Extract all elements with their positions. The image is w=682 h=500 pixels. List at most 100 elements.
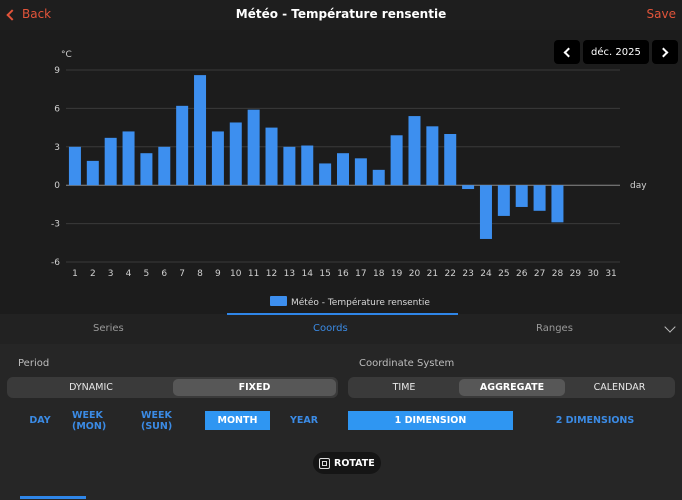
top-bar: Back Météo - Température rensentie Save (0, 0, 682, 30)
bar-day-11 (247, 109, 260, 186)
bar-day-3 (104, 137, 117, 186)
bar-day-5 (140, 153, 153, 186)
x-tick-label: 23 (462, 269, 473, 279)
chevron-right-icon (658, 47, 669, 57)
next-month-button[interactable] (651, 40, 678, 64)
period-dynamic-option[interactable]: DYNAMIC (69, 382, 113, 393)
x-tick-label: 6 (161, 269, 167, 279)
period-fixed-option[interactable]: FIXED (173, 379, 336, 396)
page-title: Météo - Température rensentie (235, 7, 447, 21)
bar-day-12 (265, 127, 278, 186)
bar-day-10 (229, 122, 242, 186)
x-tick-label: 21 (427, 269, 438, 279)
date-navigator: déc. 2025 (554, 40, 678, 64)
y-axis-label: °C (61, 50, 72, 60)
bar-day-6 (158, 146, 171, 186)
back-button[interactable]: Back (6, 7, 52, 21)
two-dimensions-button[interactable]: 2 DIMENSIONS (555, 415, 635, 426)
chart-area: 9 6 3 0 -3 -6 °C day 1 2 3 4 5 6 7 8 9 10 11 12 13 14 15 16 17 18… (0, 30, 682, 314)
period-label: Period (18, 358, 50, 369)
coord-time-option[interactable]: TIME (392, 382, 416, 393)
x-tick-label: 8 (197, 269, 203, 279)
x-tick-label: 3 (108, 269, 114, 279)
bar-day-14 (301, 145, 314, 186)
bar-day-2 (86, 160, 99, 186)
bar-day-27 (533, 185, 546, 211)
y-tick-label: 0 (54, 181, 60, 191)
x-tick-label: 15 (319, 269, 330, 279)
bar-day-23 (462, 185, 475, 190)
previous-month-button[interactable] (554, 40, 580, 64)
bar-day-13 (283, 146, 296, 186)
coord-aggregate-option[interactable]: AGGREGATE (459, 379, 565, 396)
x-tick-label: 26 (516, 269, 528, 279)
bar-day-28 (551, 185, 564, 223)
x-tick-label: 22 (444, 269, 455, 279)
tab-coords[interactable]: Coords (313, 323, 348, 334)
x-tick-label: 11 (248, 269, 259, 279)
x-tick-label: 17 (355, 269, 366, 279)
tab-ranges[interactable]: Ranges (536, 323, 573, 334)
bar-day-20 (408, 116, 421, 186)
bar-day-9 (211, 131, 224, 186)
tab-series[interactable]: Series (93, 323, 124, 334)
y-tick-label: -6 (51, 258, 60, 268)
x-tick-label: 13 (284, 269, 295, 279)
chevron-left-icon (563, 47, 574, 57)
x-tick-label: 27 (534, 269, 545, 279)
bar-day-15 (319, 163, 332, 186)
unit-year-button[interactable]: YEAR (289, 415, 319, 426)
unit-week-sun-button[interactable]: WEEK (SUN) (141, 409, 173, 432)
x-tick-label: 2 (90, 269, 96, 279)
x-tick-label: 5 (144, 269, 150, 279)
bar-day-17 (354, 158, 367, 186)
coord-calendar-option[interactable]: CALENDAR (593, 382, 646, 393)
legend-swatch (270, 296, 287, 306)
x-tick-label: 10 (230, 269, 242, 279)
bar-day-16 (337, 153, 349, 186)
coords-panel (0, 344, 682, 500)
x-tick-label: 31 (605, 269, 616, 279)
x-axis-label: day (630, 181, 647, 191)
bar-day-26 (515, 185, 528, 207)
bar-day-22 (444, 134, 457, 186)
unit-day-button[interactable]: DAY (29, 415, 51, 426)
rotate-label: ROTATE (334, 457, 375, 469)
back-label: Back (22, 7, 52, 21)
x-tick-label: 1 (72, 269, 78, 279)
bar-day-8 (194, 75, 207, 186)
x-tick-label: 19 (391, 269, 403, 279)
rotate-button[interactable]: ROTATE (313, 452, 381, 474)
bar-day-1 (68, 146, 81, 186)
x-tick-label: 20 (409, 269, 421, 279)
x-tick-label: 29 (570, 269, 582, 279)
bar-day-25 (497, 185, 510, 216)
period-mode-segmented: DYNAMIC FIXED (7, 377, 338, 398)
x-tick-label: 12 (266, 269, 277, 279)
chevron-down-icon[interactable] (664, 321, 676, 333)
x-tick-label: 14 (302, 269, 314, 279)
rotate-icon (319, 457, 330, 469)
bar-day-21 (426, 126, 439, 186)
coordinate-mode-segmented: TIME AGGREGATE CALENDAR (348, 377, 675, 398)
unit-week-mon-button[interactable]: WEEK (MON) (72, 409, 107, 432)
y-tick-label: 6 (54, 104, 60, 114)
unit-month-button[interactable]: MONTH (205, 411, 270, 430)
bar-day-4 (122, 131, 135, 186)
x-tick-label: 9 (215, 269, 221, 279)
legend-entry: Météo - Température rensentie (291, 297, 430, 308)
y-tick-label: -3 (51, 220, 60, 230)
bar-day-19 (390, 135, 403, 186)
bottom-tab-indicator (20, 496, 86, 499)
one-dimension-button[interactable]: 1 DIMENSION (348, 411, 513, 430)
y-tick-label: 9 (54, 66, 60, 76)
x-tick-label: 28 (552, 269, 564, 279)
save-button[interactable]: Save (646, 7, 676, 21)
bar-day-7 (176, 105, 189, 186)
x-tick-label: 24 (480, 269, 492, 279)
x-tick-label: 4 (126, 269, 132, 279)
bar-day-18 (372, 169, 385, 186)
x-tick-label: 7 (179, 269, 185, 279)
current-date-label[interactable]: déc. 2025 (583, 40, 649, 64)
